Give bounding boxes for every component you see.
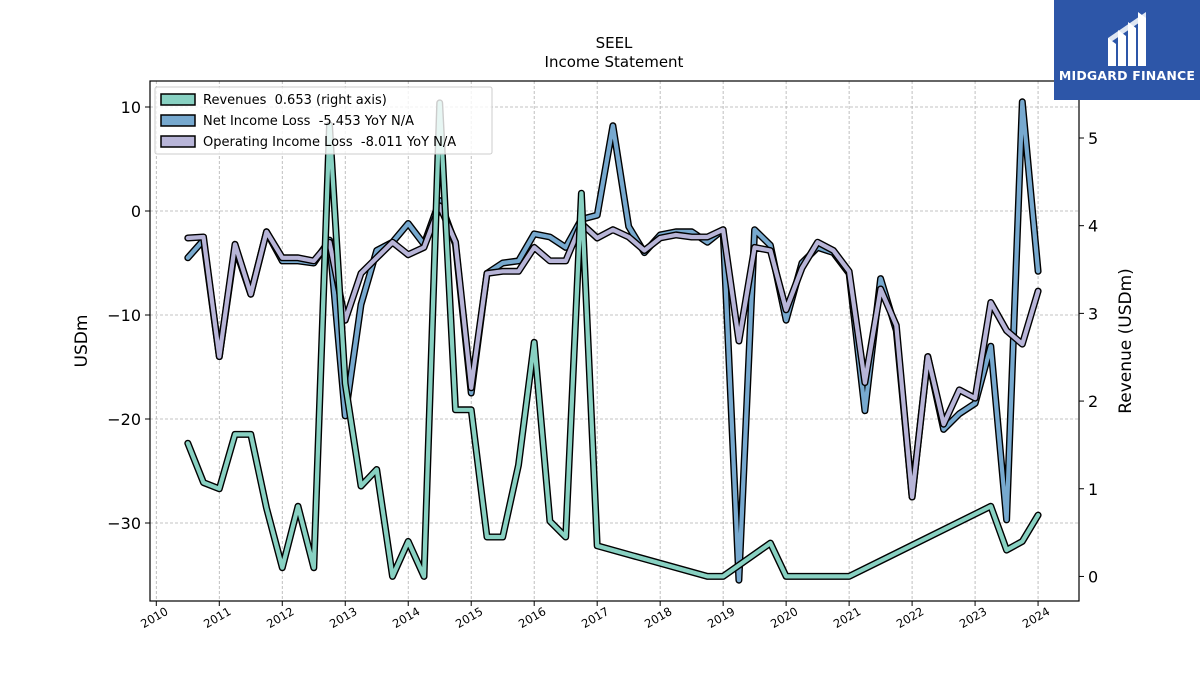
y-right-tick-label-2: 3 xyxy=(1088,304,1098,323)
series-line-revenues xyxy=(185,100,1041,579)
y-right-tick-label-3: 2 xyxy=(1088,392,1098,411)
x-tick-label-2012: 2012 xyxy=(264,604,296,631)
x-tick-label-2021: 2021 xyxy=(831,604,863,631)
x-tick-label-2011: 2011 xyxy=(201,604,233,631)
y-right-tick-label-4: 1 xyxy=(1088,480,1098,499)
y-axis-right-label: Revenue (USDm) xyxy=(1116,268,1136,414)
x-tick-label-2015: 2015 xyxy=(453,604,485,631)
legend-item-operating-income: Operating Income Loss -8.011 YoY N/A xyxy=(160,135,456,150)
legend-item-revenues: Revenues 0.653 (right axis) xyxy=(160,93,387,108)
x-tick-label-2022: 2022 xyxy=(894,604,926,631)
x-tick-label-2023: 2023 xyxy=(957,604,989,631)
y-axis-right: 5 4 3 2 1 0 xyxy=(1079,129,1098,586)
x-tick-label-2014: 2014 xyxy=(390,604,422,631)
y-left-tick-label-4: −30 xyxy=(107,514,141,533)
legend-item-net-income: Net Income Loss -5.453 YoY N/A xyxy=(160,114,414,129)
plot-frame xyxy=(149,80,1080,602)
x-tick-label-2018: 2018 xyxy=(642,604,674,631)
grid-lines xyxy=(150,81,1079,601)
y-axis-left-label: USDm xyxy=(72,315,92,368)
y-left-tick-label-0: 10 xyxy=(121,98,141,117)
legend-box xyxy=(154,86,493,155)
x-axis: 2010 2011 2012 2013 2014 2015 2016 2017 2018 2019… xyxy=(138,601,1052,631)
x-tick-label-2017: 2017 xyxy=(579,604,611,631)
brand-logo: MIDGARD FINANCE xyxy=(1054,0,1200,100)
y-left-tick-label-2: −10 xyxy=(107,306,141,325)
y-left-tick-label-1: 0 xyxy=(131,202,141,221)
legend-swatch-operating-income xyxy=(160,135,196,148)
x-tick-label-2024: 2024 xyxy=(1020,604,1052,631)
y-axis-left: 10 0 −10 −20 −30 xyxy=(107,98,150,533)
legend-swatch-revenues xyxy=(160,93,196,106)
chart-title: SEEL xyxy=(596,34,633,52)
y-right-tick-label-1: 4 xyxy=(1088,217,1098,236)
x-tick-label-2020: 2020 xyxy=(768,604,800,631)
y-left-tick-label-3: −20 xyxy=(107,410,141,429)
x-tick-label-2016: 2016 xyxy=(516,604,548,631)
x-tick-label-2010: 2010 xyxy=(138,604,170,631)
y-right-tick-label-0: 5 xyxy=(1088,129,1098,148)
chart-subtitle: Income Statement xyxy=(545,53,684,71)
legend: Revenues 0.653 (right axis) Net Income L… xyxy=(154,86,493,155)
series-lines xyxy=(184,98,1042,584)
legend-label-operating-income: Operating Income Loss -8.011 YoY N/A xyxy=(203,135,456,150)
midgard-logo-icon xyxy=(1108,12,1146,66)
series-line-operating-income xyxy=(185,203,1041,500)
legend-label-revenues: Revenues 0.653 (right axis) xyxy=(203,93,387,108)
legend-swatch-net-income xyxy=(160,114,196,127)
legend-label-net-income: Net Income Loss -5.453 YoY N/A xyxy=(203,114,414,129)
x-tick-label-2019: 2019 xyxy=(705,604,737,631)
brand-name: MIDGARD FINANCE xyxy=(1058,68,1196,83)
x-tick-label-2013: 2013 xyxy=(327,604,359,631)
y-right-tick-label-5: 0 xyxy=(1088,567,1098,586)
